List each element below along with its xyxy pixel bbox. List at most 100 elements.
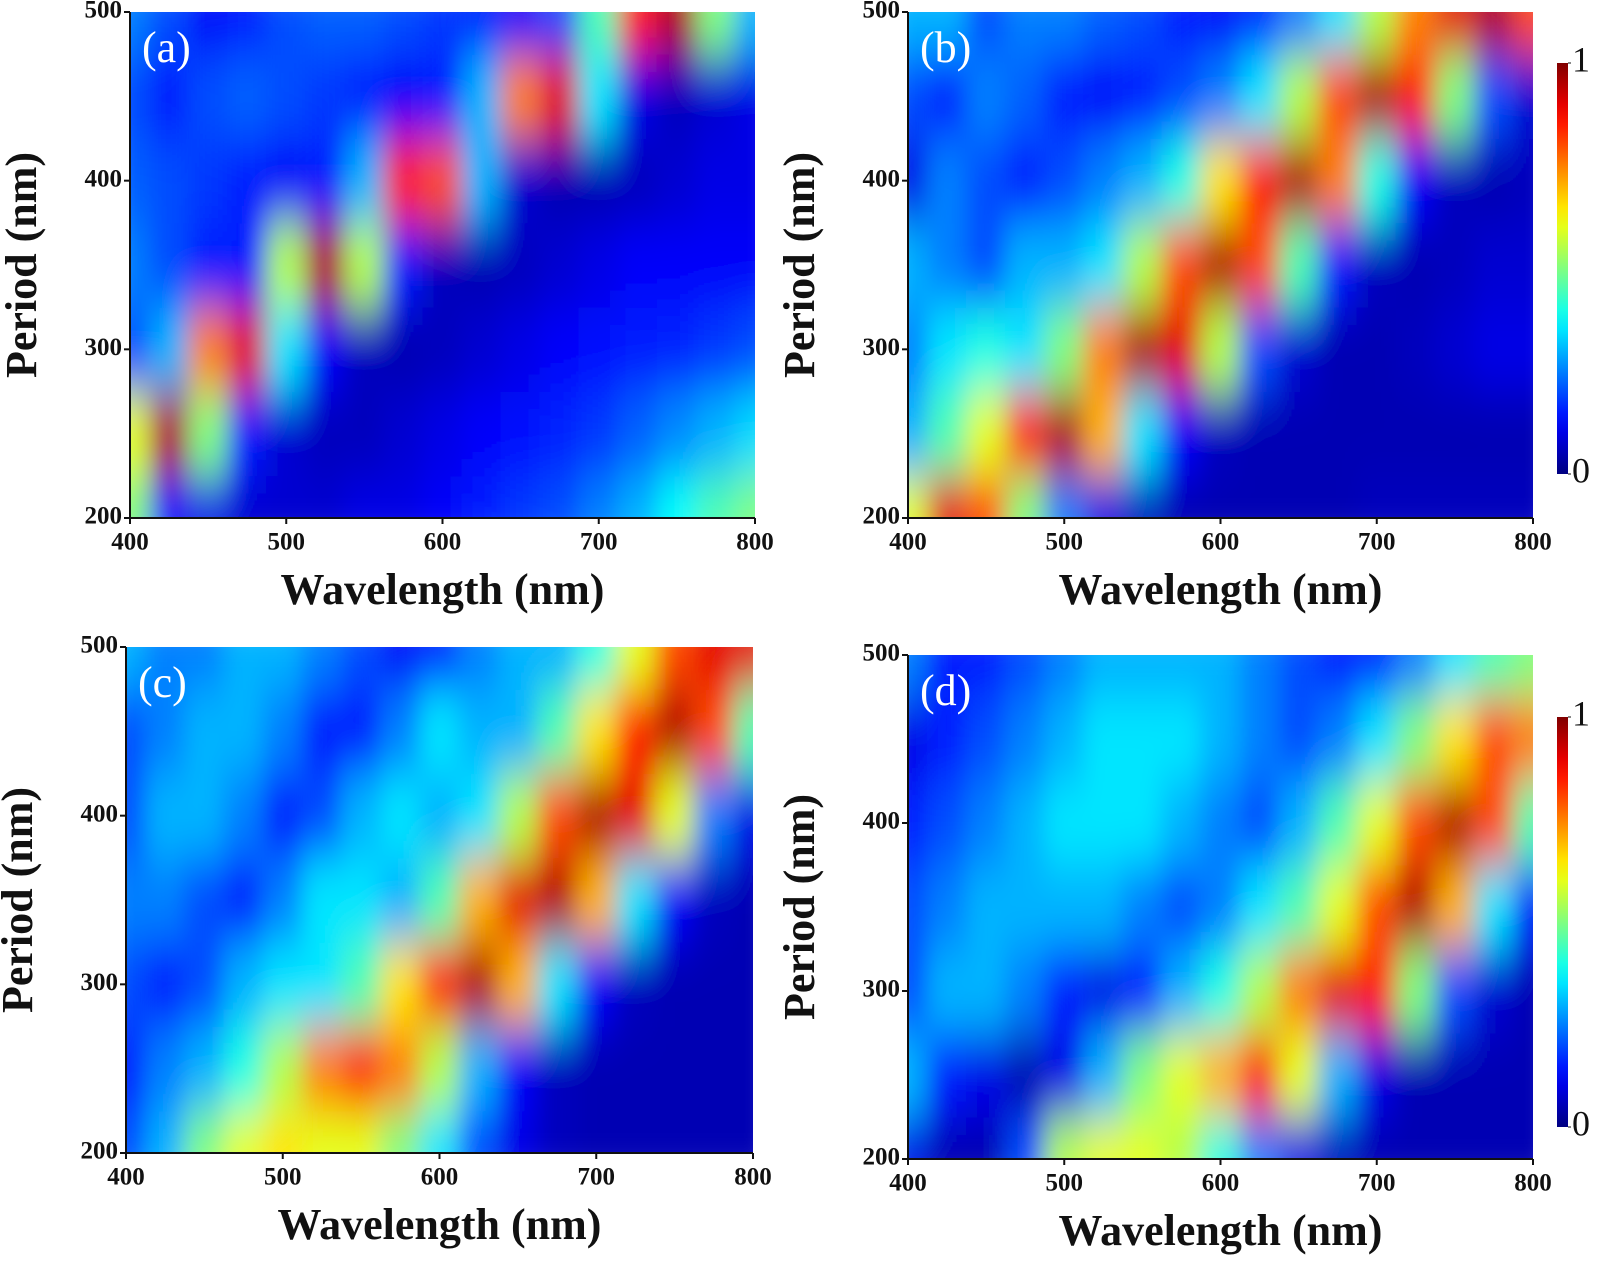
heatmap-cell bbox=[1317, 475, 1358, 518]
heatmap-cell bbox=[966, 780, 1007, 866]
heatmap-cell bbox=[383, 53, 424, 139]
heatmap-cell bbox=[536, 1110, 578, 1153]
heatmap-cell bbox=[539, 12, 580, 55]
heatmap-cell bbox=[383, 306, 424, 392]
heatmap-cell bbox=[1317, 948, 1358, 1034]
heatmap-cell bbox=[341, 1026, 382, 1112]
heatmap-cell bbox=[422, 12, 463, 55]
heatmap-cell bbox=[732, 773, 753, 859]
panel-label: (d) bbox=[920, 666, 971, 715]
heatmap-cell bbox=[149, 12, 190, 55]
heatmap-cell bbox=[344, 306, 385, 392]
heatmap-cell bbox=[1122, 306, 1163, 392]
heatmap-cell bbox=[578, 475, 619, 518]
heatmap-cell bbox=[732, 688, 753, 774]
heatmap-cell bbox=[458, 688, 499, 774]
heatmap-cell bbox=[656, 475, 697, 518]
heatmap-cell bbox=[1512, 696, 1533, 782]
heatmap-cell bbox=[145, 941, 186, 1027]
x-tick-label: 800 bbox=[1514, 529, 1552, 556]
heatmap-cell bbox=[615, 1026, 656, 1112]
heatmap-cell bbox=[223, 647, 264, 690]
heatmap-cell bbox=[1239, 53, 1280, 139]
heatmap-cell bbox=[966, 696, 1007, 782]
heatmap-cell bbox=[184, 857, 225, 943]
heatmap-cell bbox=[1005, 780, 1046, 866]
heatmap-cell bbox=[1512, 948, 1533, 1034]
heatmap-cell bbox=[1473, 475, 1514, 518]
heatmap-cell bbox=[184, 647, 225, 690]
heatmap-cell bbox=[461, 12, 502, 55]
panel-label: (c) bbox=[138, 658, 187, 707]
heatmap-cell bbox=[615, 688, 656, 774]
heatmap-cell bbox=[344, 391, 385, 477]
y-tick-label: 500 bbox=[85, 0, 123, 24]
heatmap-cell bbox=[576, 1110, 617, 1153]
heatmap-cell bbox=[380, 941, 421, 1027]
heatmap-cell bbox=[500, 222, 541, 308]
heatmap-cell bbox=[1161, 12, 1202, 55]
heatmap-cell bbox=[1044, 655, 1085, 698]
heatmap-cell bbox=[188, 222, 229, 308]
heatmap-cell bbox=[422, 306, 463, 392]
heatmap-cell bbox=[1512, 222, 1533, 308]
heatmap-cell bbox=[341, 857, 382, 943]
heatmap-cell bbox=[1239, 222, 1280, 308]
heatmap-cell bbox=[130, 306, 151, 392]
heatmap-cell bbox=[656, 306, 697, 392]
heatmap-cell bbox=[380, 857, 421, 943]
y-tick-label: 500 bbox=[863, 640, 901, 667]
panel-label: (a) bbox=[142, 23, 191, 72]
heatmap-cell bbox=[1239, 864, 1280, 950]
heatmap-cell bbox=[576, 941, 617, 1027]
heatmap-cell bbox=[1512, 1116, 1533, 1159]
heatmap-cell bbox=[539, 475, 580, 518]
heatmap-cell bbox=[695, 12, 736, 55]
heatmap-cell bbox=[1473, 864, 1514, 950]
heatmap-cell bbox=[539, 53, 580, 139]
heatmap-cell bbox=[1083, 696, 1124, 782]
heatmap-cell bbox=[262, 647, 303, 690]
heatmap-cell bbox=[461, 53, 502, 139]
heatmap-cell bbox=[617, 53, 658, 139]
heatmap-cell bbox=[1005, 475, 1046, 518]
heatmap-cell bbox=[734, 391, 755, 477]
heatmap-cell bbox=[461, 138, 502, 224]
heatmap-cell bbox=[301, 941, 343, 1027]
heatmap-cell bbox=[1161, 138, 1202, 224]
heatmap-cell bbox=[908, 138, 929, 224]
heatmap-cell bbox=[1200, 1032, 1241, 1118]
heatmap-cell bbox=[380, 647, 421, 690]
heatmap-cell bbox=[1317, 696, 1358, 782]
heatmap-cell bbox=[656, 53, 697, 139]
heatmap-cell bbox=[1122, 696, 1163, 782]
heatmap-cell bbox=[654, 857, 695, 943]
heatmap-cell bbox=[1044, 1032, 1085, 1118]
heatmap-cell bbox=[145, 1110, 186, 1153]
heatmap-cell bbox=[266, 138, 307, 224]
heatmap-cell bbox=[1083, 948, 1124, 1034]
heatmap-cell bbox=[1083, 53, 1124, 139]
heatmap-cell bbox=[966, 138, 1007, 224]
heatmap-cell bbox=[1395, 138, 1436, 224]
heatmap-cell bbox=[1434, 306, 1475, 392]
heatmap-cell bbox=[1434, 780, 1475, 866]
heatmap-panel bbox=[126, 647, 753, 1153]
heatmap-cell bbox=[1317, 53, 1358, 139]
heatmap-cell bbox=[126, 773, 147, 859]
x-axis-title: Wavelength (nm) bbox=[1059, 565, 1383, 614]
x-tick-label: 400 bbox=[111, 529, 149, 556]
x-tick-label: 500 bbox=[264, 1164, 302, 1191]
heatmap-cell bbox=[227, 138, 268, 224]
x-tick-label: 700 bbox=[1358, 1170, 1396, 1197]
heatmap-cell bbox=[693, 857, 734, 943]
y-tick-label: 200 bbox=[863, 1144, 901, 1171]
heatmap-cell bbox=[1356, 696, 1397, 782]
heatmap-cell bbox=[966, 1116, 1007, 1159]
heatmap-cell bbox=[693, 647, 734, 690]
x-tick-label: 800 bbox=[734, 1164, 772, 1191]
heatmap-cell bbox=[1161, 655, 1202, 698]
heatmap-cell bbox=[1083, 475, 1124, 518]
heatmap-cell bbox=[1434, 475, 1475, 518]
heatmap-cell bbox=[497, 773, 538, 859]
